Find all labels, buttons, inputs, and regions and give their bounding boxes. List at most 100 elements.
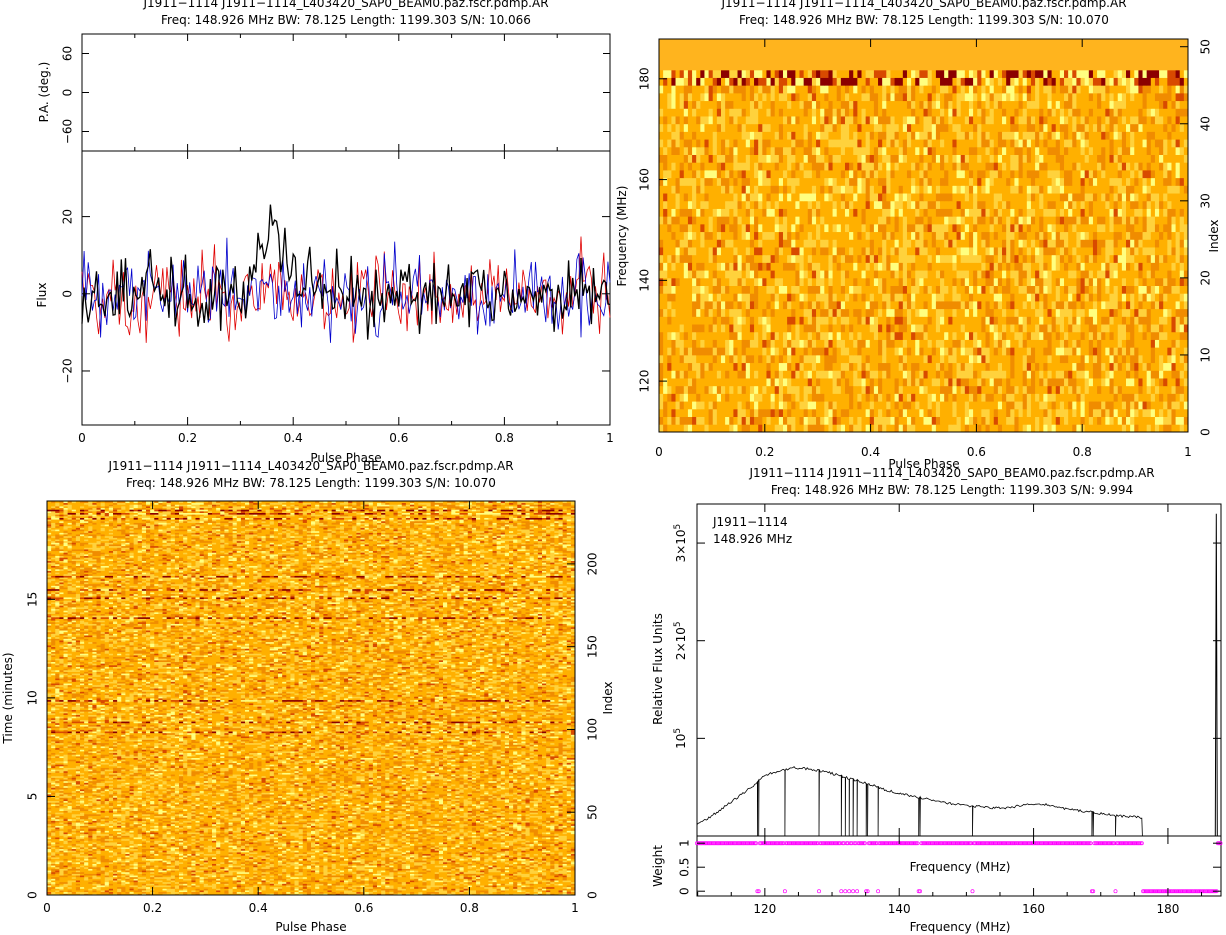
heatmap-cell	[874, 286, 879, 294]
heatmap-cell	[1006, 424, 1011, 432]
heatmap-cell	[746, 370, 751, 378]
heatmap-cell	[957, 347, 962, 355]
heatmap-cell	[1081, 324, 1086, 332]
heatmap-cell	[1143, 324, 1148, 332]
heatmap-cell	[828, 409, 833, 417]
heatmap-cell	[911, 332, 916, 340]
heatmap-cell	[795, 393, 800, 401]
heatmap-cell	[1085, 293, 1090, 301]
heatmap-cell	[985, 424, 990, 432]
heatmap-cell	[1176, 393, 1181, 401]
heatmap-cell	[671, 409, 676, 417]
heatmap-cell	[998, 409, 1003, 417]
heatmap-cell	[775, 332, 780, 340]
heatmap-cell	[952, 247, 957, 255]
heatmap-cell	[1085, 270, 1090, 278]
heatmap-cell	[1010, 409, 1015, 417]
heatmap-cell	[746, 409, 751, 417]
heatmap-cell	[1138, 301, 1143, 309]
heatmap-cell	[738, 378, 743, 386]
heatmap-cell	[754, 301, 759, 309]
heatmap-cell	[928, 286, 933, 294]
heatmap-cell	[1072, 355, 1077, 363]
heatmap-cell	[890, 278, 895, 286]
heatmap-cell	[1176, 316, 1181, 324]
heatmap-cell	[833, 409, 838, 417]
heatmap-cell	[812, 386, 817, 394]
heatmap-cell	[1023, 401, 1028, 409]
heatmap-cell	[663, 309, 668, 317]
heatmap-cell	[1159, 278, 1164, 286]
heatmap-cell	[1134, 270, 1139, 278]
heatmap-cell	[1031, 286, 1036, 294]
heatmap-cell	[1072, 386, 1077, 394]
heatmap-cell	[1052, 363, 1057, 371]
heatmap-cell	[886, 301, 891, 309]
heatmap-cell	[985, 332, 990, 340]
heatmap-cell	[783, 309, 788, 317]
heatmap-cell	[944, 262, 949, 270]
heatmap-cell	[783, 370, 788, 378]
heatmap-cell	[1056, 401, 1061, 409]
heatmap-cell	[1010, 370, 1015, 378]
heatmap-cell	[692, 401, 697, 409]
heatmap-cell	[709, 417, 714, 425]
heatmap-cell	[717, 370, 722, 378]
heatmap-cell	[981, 370, 986, 378]
heatmap-cell	[853, 309, 858, 317]
heatmap-cell	[1159, 262, 1164, 270]
heatmap-cell	[663, 316, 668, 324]
heatmap-cell	[998, 370, 1003, 378]
heatmap-cell	[1027, 324, 1032, 332]
heatmap-cell	[907, 316, 912, 324]
heatmap-cell	[977, 332, 982, 340]
heatmap-cell	[1019, 378, 1024, 386]
heatmap-cell	[866, 278, 871, 286]
heatmap-cell	[746, 340, 751, 348]
heatmap-cell	[725, 247, 730, 255]
heatmap-cell	[919, 386, 924, 394]
heatmap-cell	[783, 286, 788, 294]
heatmap-cell	[1138, 255, 1143, 263]
heatmap-cell	[746, 247, 751, 255]
heatmap-cell	[1043, 316, 1048, 324]
heatmap-cell	[1023, 355, 1028, 363]
heatmap-cell	[878, 270, 883, 278]
heatmap-cell	[1126, 262, 1131, 270]
heatmap-cell	[659, 378, 664, 386]
heatmap-cell	[742, 301, 747, 309]
heatmap-cell	[1006, 347, 1011, 355]
heatmap-cell	[1064, 370, 1069, 378]
heatmap-cell	[882, 417, 887, 425]
heatmap-cell	[1105, 270, 1110, 278]
heatmap-cell	[717, 255, 722, 263]
heatmap-cell	[957, 247, 962, 255]
heatmap-cell	[1072, 363, 1077, 371]
heatmap-cell	[1027, 309, 1032, 317]
heatmap-cell	[824, 247, 829, 255]
heatmap-cell	[1043, 270, 1048, 278]
heatmap-cell	[1138, 409, 1143, 417]
heatmap-cell	[1064, 255, 1069, 263]
heatmap-cell	[961, 370, 966, 378]
heatmap-cell	[800, 316, 805, 324]
heatmap-cell	[940, 309, 945, 317]
heatmap-cell	[713, 340, 718, 348]
heatmap-cell	[758, 324, 763, 332]
heatmap-cell	[1060, 332, 1065, 340]
heatmap-cell	[899, 270, 904, 278]
heatmap-cell	[812, 409, 817, 417]
heatmap-cell	[940, 401, 945, 409]
heatmap-cell	[1072, 340, 1077, 348]
heatmap-cell	[895, 424, 900, 432]
heatmap-cell	[816, 386, 821, 394]
heatmap-cell	[907, 286, 912, 294]
heatmap-cell	[1101, 378, 1106, 386]
heatmap-cell	[990, 378, 995, 386]
heatmap-cell	[853, 316, 858, 324]
heatmap-cell	[907, 301, 912, 309]
heatmap-cell	[1118, 340, 1123, 348]
heatmap-cell	[1126, 386, 1131, 394]
heatmap-cell	[1076, 401, 1081, 409]
heatmap-cell	[671, 355, 676, 363]
